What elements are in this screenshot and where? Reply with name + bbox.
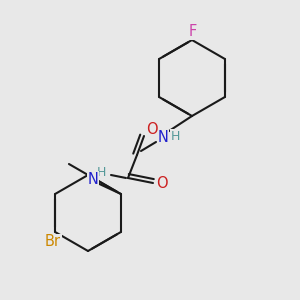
Text: O: O <box>156 176 168 191</box>
Text: F: F <box>189 25 197 40</box>
Text: Br: Br <box>45 235 61 250</box>
Text: H: H <box>170 130 180 142</box>
Text: H: H <box>96 167 106 179</box>
Text: N: N <box>88 172 98 187</box>
Text: N: N <box>158 130 168 146</box>
Text: O: O <box>146 122 158 137</box>
